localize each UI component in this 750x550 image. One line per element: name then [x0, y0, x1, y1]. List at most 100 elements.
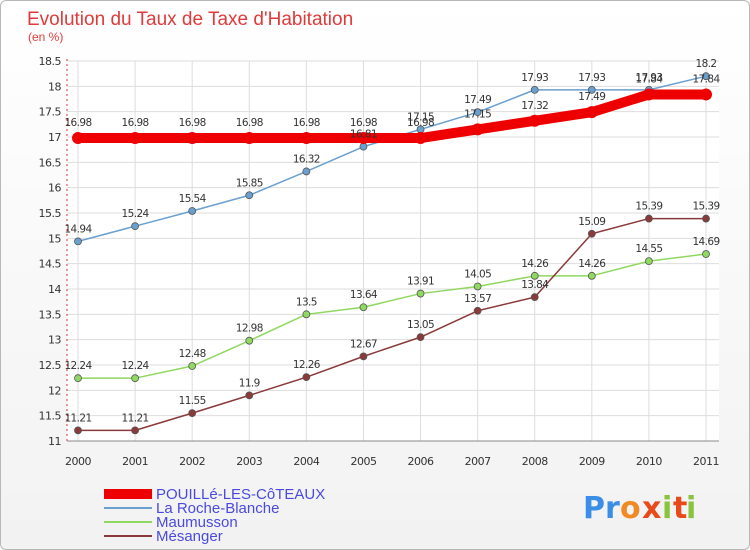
- logo-letter: x: [642, 491, 661, 526]
- data-label: 13.05: [407, 319, 434, 331]
- legend-label: Mésanger: [156, 528, 223, 545]
- data-label: 12.24: [122, 360, 150, 372]
- x-tick-label: 2007: [465, 455, 491, 468]
- data-label: 16.98: [179, 117, 206, 129]
- data-point: [74, 374, 82, 383]
- data-label: 16.98: [236, 117, 263, 129]
- data-label: 12.98: [236, 323, 263, 335]
- y-tick-label: 13: [48, 334, 61, 347]
- data-point: [131, 374, 139, 383]
- data-point: [528, 114, 541, 127]
- data-point: [74, 426, 82, 435]
- data-point: [530, 293, 539, 302]
- data-point: [473, 306, 482, 315]
- data-label: 14.69: [692, 236, 719, 248]
- data-point: [585, 106, 598, 119]
- data-label: 15.39: [692, 201, 719, 213]
- data-label: 14.94: [64, 223, 92, 235]
- x-tick-label: 2001: [122, 455, 148, 468]
- data-label: 15.24: [122, 208, 150, 220]
- data-label: 13.84: [521, 279, 549, 291]
- data-point: [530, 271, 539, 280]
- data-label: 16.98: [407, 117, 434, 129]
- data-label: 17.93: [521, 72, 548, 84]
- data-label: 16.98: [293, 117, 320, 129]
- chart-title: Evolution du Taux de Taxe d'Habitation: [27, 9, 353, 30]
- data-label: 13.5: [296, 296, 317, 308]
- data-label: 15.85: [236, 177, 263, 189]
- data-label: 11.9: [239, 377, 260, 389]
- series-line-3: [77, 217, 707, 432]
- data-label: 17.15: [407, 111, 434, 123]
- data-point: [587, 229, 596, 238]
- legend-label: Maumusson: [156, 514, 238, 531]
- y-tick-label: 14: [48, 283, 61, 296]
- y-tick-label: 15: [48, 232, 61, 245]
- data-point: [530, 85, 539, 94]
- data-point: [72, 132, 84, 145]
- data-label: 13.64: [350, 289, 378, 301]
- legend-label: La Roche-Blanche: [156, 500, 279, 517]
- data-point: [414, 132, 427, 145]
- x-tick-label: 2004: [293, 455, 319, 468]
- data-point: [359, 352, 368, 361]
- x-tick-label: 2006: [408, 455, 434, 468]
- data-point: [245, 336, 254, 345]
- data-point: [302, 310, 311, 319]
- data-point: [642, 88, 655, 101]
- data-label: 11.21: [122, 412, 149, 424]
- data-point: [645, 214, 653, 223]
- data-label: 16.98: [122, 117, 149, 129]
- x-tick-label: 2005: [350, 455, 376, 468]
- series-lines: [72, 72, 712, 435]
- data-labels: 16.98 16.98 16.98 16.98 16.98 16.98 16.9817.15…: [64, 58, 721, 424]
- y-tick-label: 16: [48, 182, 61, 195]
- data-label: 18.2: [696, 58, 717, 70]
- data-label: 11.21: [64, 412, 91, 424]
- y-tick-label: 15.5: [39, 207, 62, 220]
- data-point: [702, 72, 710, 81]
- y-tick-label: 12: [48, 384, 61, 397]
- data-point: [131, 426, 139, 435]
- axes: 11 11.5 12 12.5 13 13.5 14 14.5 15 15.5 16 16.5 17 17…: [39, 55, 720, 468]
- data-point: [188, 207, 197, 215]
- data-point: [188, 362, 197, 370]
- data-point: [473, 108, 482, 117]
- series-line-0: [73, 89, 711, 144]
- y-tick-label: 17: [48, 131, 61, 144]
- chart-subtitle: (en %): [28, 30, 63, 44]
- data-point: [645, 257, 653, 266]
- data-label: 11.55: [179, 395, 206, 407]
- data-label: 16.98: [64, 117, 91, 129]
- data-point: [186, 132, 199, 145]
- data-point: [359, 142, 368, 151]
- data-point: [357, 132, 370, 145]
- data-point: [587, 271, 596, 280]
- data-label: 14.26: [521, 258, 549, 270]
- x-tick-label: 2000: [65, 455, 91, 468]
- logo-letter: r: [605, 491, 620, 526]
- data-point: [587, 85, 596, 94]
- data-point: [129, 132, 142, 145]
- grid-lines: [67, 60, 719, 442]
- data-point: [302, 373, 311, 382]
- data-label: 16.98: [350, 117, 377, 129]
- y-tick-label: 11.5: [39, 410, 62, 423]
- y-tick-label: 11: [48, 435, 61, 448]
- data-label: 15.39: [635, 201, 662, 213]
- data-label: 16.81: [350, 129, 377, 141]
- data-label: 15.54: [179, 193, 207, 205]
- data-label: 17.49: [578, 91, 605, 103]
- logo-letter: t: [673, 491, 687, 526]
- logo-letter: P: [583, 491, 605, 526]
- data-label: 12.26: [293, 359, 321, 371]
- data-label: 17.84: [635, 73, 663, 85]
- data-point: [702, 250, 710, 258]
- data-label: 13.91: [407, 276, 434, 288]
- data-point: [300, 132, 313, 145]
- data-point: [245, 391, 254, 400]
- data-point: [188, 409, 197, 418]
